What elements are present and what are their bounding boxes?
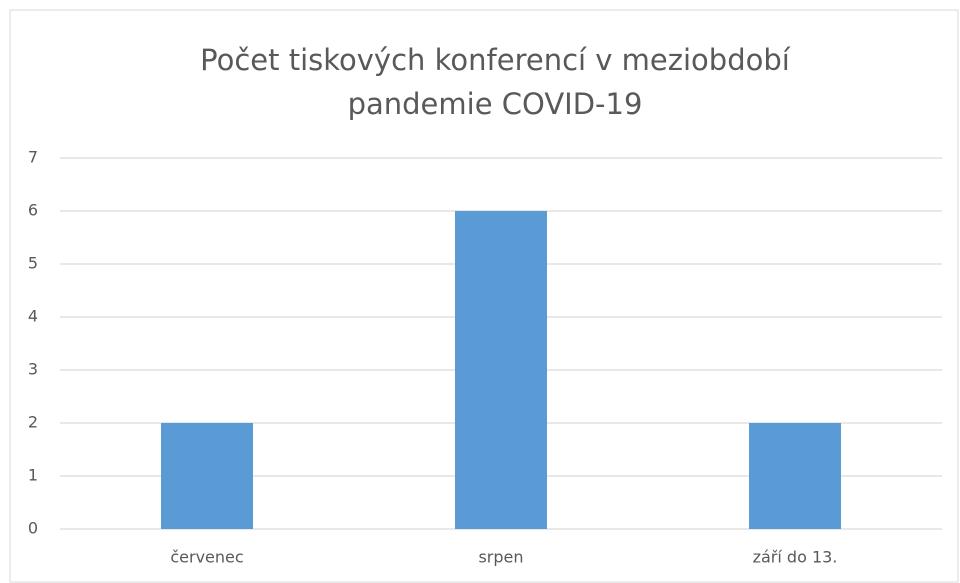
x-tick-label: červenec [170,548,243,567]
y-tick-label: 1 [28,466,38,485]
x-tick-label: září do 13. [753,548,838,567]
y-tick-label: 0 [28,519,38,538]
y-tick-label: 7 [28,148,38,167]
y-tick-label: 5 [28,254,38,273]
y-tick-label: 2 [28,413,38,432]
chart-title: Počet tiskových konferencí v meziobdobí p… [200,43,791,121]
y-tick-label: 3 [28,360,38,379]
y-tick-label: 4 [28,307,38,326]
bar [455,211,547,529]
bar [749,423,841,529]
bar [161,423,253,529]
y-tick-label: 6 [28,201,38,220]
x-tick-label: srpen [478,548,523,567]
